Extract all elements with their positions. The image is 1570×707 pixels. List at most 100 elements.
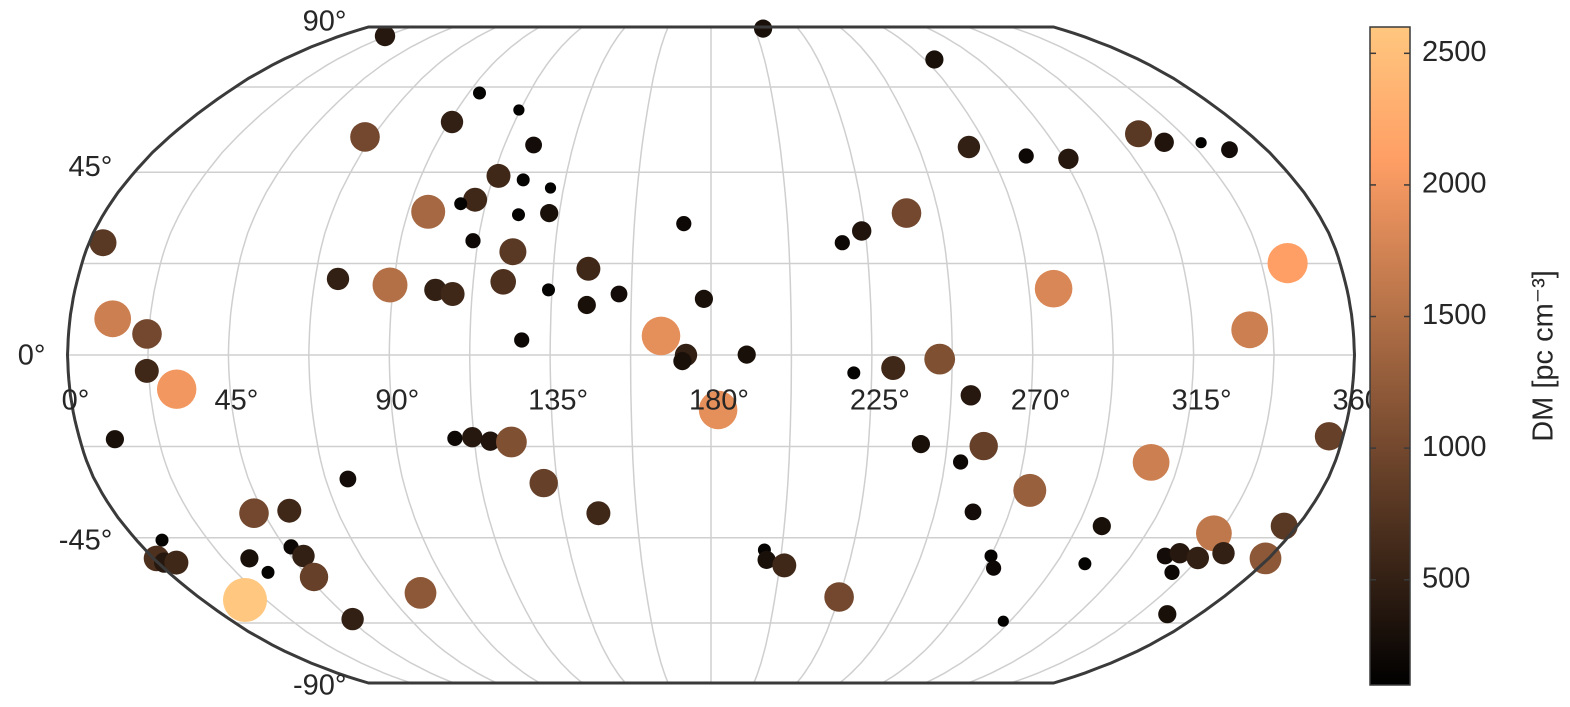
data-point — [997, 615, 1009, 627]
colorbar: 500 1000 1500 2000 2500 DM [pc cm⁻³] — [1369, 26, 1560, 686]
data-point — [1132, 444, 1170, 481]
data-point — [834, 235, 850, 251]
data-point — [737, 345, 756, 364]
data-point — [326, 267, 350, 291]
y-tick-label: -90° — [293, 670, 347, 702]
data-point — [544, 182, 557, 194]
map-border — [65, 25, 1357, 685]
data-point — [240, 549, 259, 568]
data-point — [372, 267, 408, 303]
data-point — [512, 208, 525, 222]
data-point — [463, 187, 488, 212]
data-point — [480, 431, 500, 451]
x-tick-label: 45° — [214, 385, 258, 417]
x-tick-label: 270° — [1011, 385, 1071, 417]
data-point — [1212, 542, 1235, 565]
data-point — [516, 173, 530, 187]
colorbar-label: DM [pc cm⁻³] — [1528, 270, 1560, 442]
data-point — [1164, 564, 1180, 581]
data-point — [440, 110, 464, 134]
data-point — [1221, 141, 1238, 159]
data-point — [957, 135, 981, 159]
x-tick-label: 315° — [1172, 385, 1232, 417]
data-point — [411, 194, 446, 229]
data-point — [164, 550, 189, 575]
data-point — [155, 533, 169, 547]
data-point — [404, 577, 437, 609]
data-point — [964, 503, 982, 521]
data-point — [473, 86, 486, 100]
labels: 0° 45° 90° 135° 180° 225° 270° 315° 360°-90°-45°… — [18, 6, 1393, 702]
data-point — [1092, 517, 1111, 536]
data-point — [772, 553, 797, 578]
data-point — [984, 549, 998, 563]
data-point — [1154, 132, 1174, 152]
data-point — [891, 198, 922, 228]
data-point — [1314, 422, 1344, 451]
data-point — [1267, 243, 1308, 284]
data-point — [698, 390, 738, 430]
data-point — [1249, 542, 1282, 575]
data-point — [157, 369, 197, 409]
data-point — [1125, 120, 1152, 148]
data-point — [1169, 543, 1191, 564]
data-point — [105, 430, 124, 449]
y-tick-label: 90° — [303, 6, 347, 38]
data-point — [239, 498, 269, 528]
data-point — [754, 19, 773, 38]
data-point — [350, 122, 380, 152]
data-point — [374, 25, 396, 47]
data-point — [1195, 137, 1207, 149]
y-tick-label: -45° — [59, 524, 113, 556]
data-point — [223, 578, 267, 622]
data-point — [694, 289, 714, 308]
colorbar-tick-label: 2500 — [1422, 36, 1487, 68]
data-point — [986, 560, 1002, 576]
colorbar-tick-label: 2000 — [1422, 168, 1487, 200]
data-point — [676, 216, 692, 232]
data-point — [1058, 148, 1079, 169]
data-point — [953, 454, 969, 470]
colorbar-tick-label: 1000 — [1422, 431, 1487, 463]
data-point — [1034, 269, 1073, 308]
x-tick-label: 90° — [375, 385, 419, 417]
data-point — [277, 498, 302, 523]
data-point — [586, 501, 611, 526]
data-point — [447, 430, 463, 446]
data-point — [89, 229, 117, 257]
colorbar-tick-label: 1500 — [1422, 299, 1487, 331]
data-point — [496, 426, 527, 458]
data-point — [339, 470, 357, 488]
data-point — [576, 256, 601, 281]
data-point — [440, 282, 465, 306]
x-tick-label: 135° — [528, 385, 588, 417]
data-point — [1156, 547, 1174, 565]
data-point — [960, 385, 981, 406]
frame — [65, 25, 1357, 685]
data-point — [465, 233, 481, 249]
data-point — [513, 104, 525, 116]
data-point — [292, 544, 315, 568]
colorbar-tick-label: 500 — [1422, 562, 1470, 594]
x-tick-label: 225° — [850, 385, 910, 417]
x-tick-label: 180° — [689, 385, 749, 417]
data-point — [514, 332, 530, 348]
data-point — [1270, 512, 1298, 540]
data-point — [969, 431, 998, 461]
data-point — [540, 204, 559, 223]
data-point — [525, 136, 542, 154]
data-point — [641, 316, 681, 356]
colorbar-gradient — [1369, 26, 1411, 686]
data-point — [132, 319, 162, 349]
y-tick-label: 0° — [18, 340, 46, 372]
data-point — [911, 435, 931, 454]
data-point — [852, 221, 872, 241]
data-point — [1013, 473, 1047, 507]
data-point — [925, 50, 944, 69]
x-tick-label: 0° — [62, 385, 90, 417]
data-point — [924, 343, 956, 375]
data-point — [486, 163, 511, 188]
data-point — [757, 550, 776, 570]
data-point — [1158, 605, 1177, 624]
